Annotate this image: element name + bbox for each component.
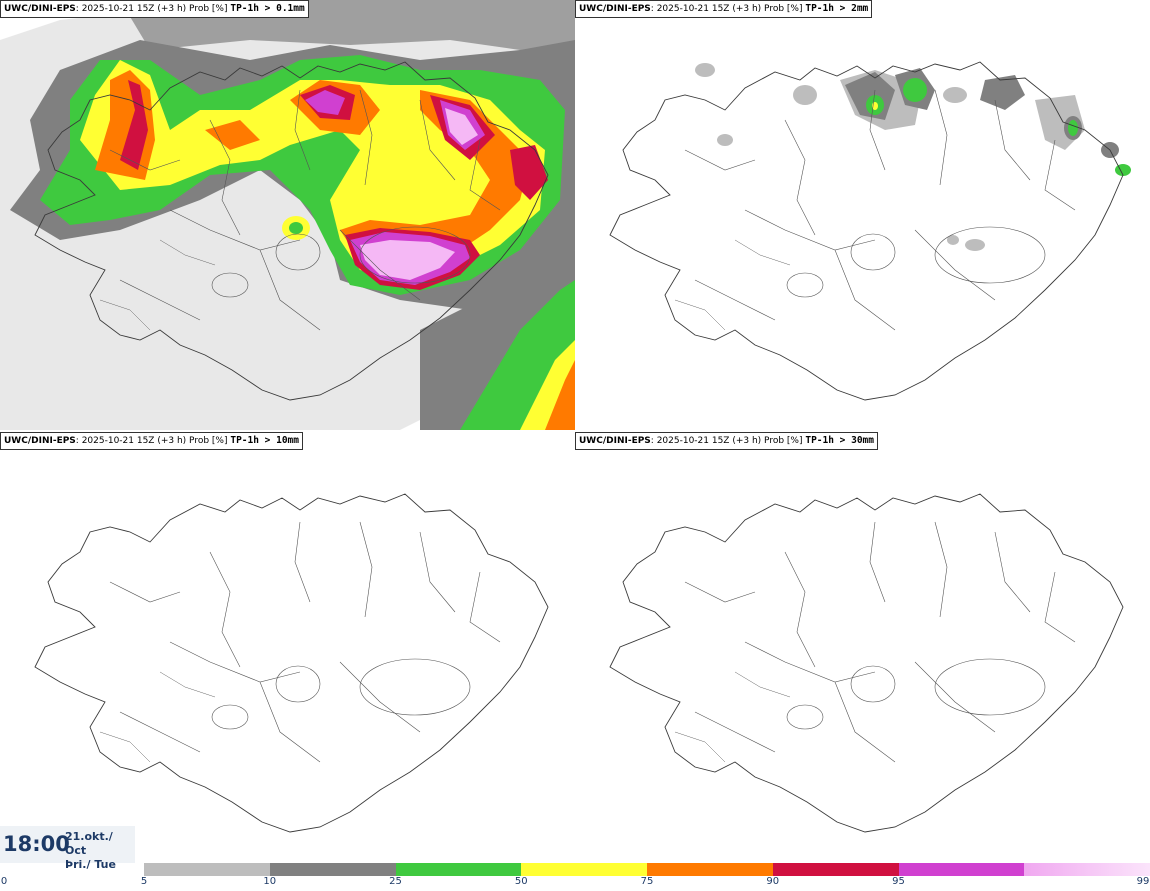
panel-title: UWC/DINI-EPS: 2025-10-21 15Z (+3 h) Prob… (0, 432, 303, 450)
colorbar-segment (647, 863, 773, 876)
probability-map-2mm (575, 0, 1150, 430)
valid-date: 21.okt./ Oct Þri./ Tue (65, 830, 135, 872)
map-panel-2mm: UWC/DINI-EPS: 2025-10-21 15Z (+3 h) Prob… (575, 0, 1150, 430)
model-name: UWC/DINI-EPS (4, 436, 76, 446)
colorbar-tick-label: 75 (640, 876, 654, 887)
map-panel-30mm: UWC/DINI-EPS: 2025-10-21 15Z (+3 h) Prob… (575, 432, 1150, 862)
map-panel-0p1mm: UWC/DINI-EPS: 2025-10-21 15Z (+3 h) Prob… (0, 0, 575, 430)
panel-title: UWC/DINI-EPS: 2025-10-21 15Z (+3 h) Prob… (575, 0, 873, 18)
panel-title: UWC/DINI-EPS: 2025-10-21 15Z (+3 h) Prob… (0, 0, 309, 18)
colorbar-tick-label: 5 (140, 876, 148, 887)
threshold-label: TP-1h > 10mm (230, 435, 299, 446)
colorbar-tick-label: 25 (389, 876, 402, 887)
date-line: 21.okt./ Oct (65, 830, 113, 857)
probability-colorbar (144, 863, 1150, 876)
colorbar-segment (269, 863, 396, 876)
colorbar-segment (395, 863, 522, 876)
run-info: : 2025-10-21 15Z (+3 h) Prob [%] (75, 4, 228, 14)
run-info: : 2025-10-21 15Z (+3 h) Prob [%] (75, 436, 228, 446)
model-name: UWC/DINI-EPS (4, 4, 76, 14)
threshold-label: TP-1h > 2mm (805, 3, 869, 14)
valid-time-box: 18:00 21.okt./ Oct Þri./ Tue (0, 826, 135, 871)
map-panel-10mm: UWC/DINI-EPS: 2025-10-21 15Z (+3 h) Prob… (0, 432, 575, 862)
colorbar-segment (1024, 863, 1150, 876)
probability-map-30mm (575, 432, 1150, 862)
colorbar-segment (898, 863, 1025, 876)
run-info: : 2025-10-21 15Z (+3 h) Prob [%] (650, 436, 803, 446)
colorbar-tick-label: 0 (0, 876, 8, 887)
colorbar-tick-label: 90 (766, 876, 780, 887)
colorbar-tick-label: 50 (514, 876, 528, 887)
colorbar-segment (772, 863, 899, 876)
day-line: Þri./ Tue (65, 858, 116, 871)
model-name: UWC/DINI-EPS (579, 436, 651, 446)
colorbar-segment (144, 863, 270, 876)
colorbar-segment (521, 863, 647, 876)
threshold-label: TP-1h > 0.1mm (230, 3, 305, 14)
colorbar-tick-label: 99 (1136, 876, 1150, 887)
valid-time: 18:00 (3, 832, 70, 856)
run-info: : 2025-10-21 15Z (+3 h) Prob [%] (650, 4, 803, 14)
colorbar-tick-label: 95 (892, 876, 905, 887)
panel-title: UWC/DINI-EPS: 2025-10-21 15Z (+3 h) Prob… (575, 432, 878, 450)
probability-map-10mm (0, 432, 575, 862)
model-name: UWC/DINI-EPS (579, 4, 651, 14)
threshold-label: TP-1h > 30mm (805, 435, 874, 446)
colorbar-tick-label: 10 (263, 876, 277, 887)
probability-map-0p1mm (0, 0, 575, 430)
